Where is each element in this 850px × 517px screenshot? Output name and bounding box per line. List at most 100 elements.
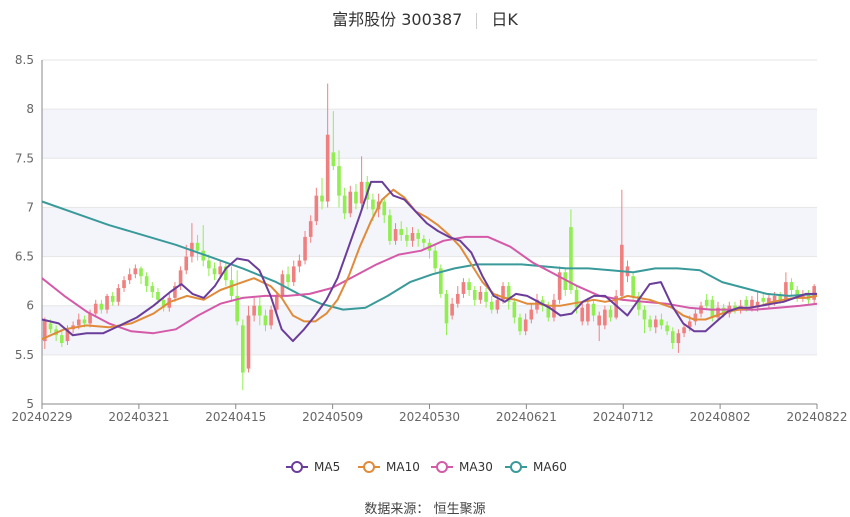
candle: [235, 270, 239, 326]
candle-body: [467, 282, 471, 290]
legend-item-ma10: MA10: [358, 460, 420, 474]
candle-body: [342, 195, 347, 214]
candle: [218, 260, 223, 279]
candle-body: [461, 282, 466, 294]
candle-body: [472, 289, 477, 300]
candle-body: [139, 268, 143, 277]
candle-body: [716, 307, 720, 318]
candle-body: [523, 319, 528, 332]
candle-body: [704, 299, 709, 306]
candle: [716, 301, 720, 322]
source-name: 恒生聚源: [433, 502, 486, 517]
candle: [665, 321, 669, 336]
y-tick-label: 8.5: [15, 53, 34, 67]
candle-body: [65, 329, 70, 342]
x-tick-label: 20240802: [690, 410, 751, 424]
source-label: 数据来源：: [364, 502, 430, 517]
candle: [337, 150, 341, 208]
candle-body: [608, 309, 613, 318]
candle-body: [489, 301, 494, 310]
candle-body: [665, 325, 669, 332]
candle-body: [235, 295, 239, 322]
legend-marker: [363, 461, 375, 473]
candle: [455, 286, 460, 308]
candle: [122, 276, 126, 292]
candle-body: [359, 181, 364, 204]
candle-body: [291, 266, 296, 283]
candle: [450, 297, 454, 320]
candle-body: [450, 303, 454, 316]
candle: [382, 197, 387, 224]
candle-body: [331, 152, 336, 167]
candle-body: [591, 303, 596, 316]
candle: [484, 288, 488, 308]
legend-label: MA10: [386, 460, 420, 474]
candle-body: [371, 199, 375, 210]
legend-marker: [291, 461, 303, 473]
candle-body: [212, 268, 217, 275]
candle-body: [263, 315, 268, 326]
candle: [348, 185, 353, 218]
candle: [648, 315, 652, 332]
candle-body: [241, 325, 245, 373]
candle: [297, 254, 302, 273]
grid-band: [42, 109, 817, 159]
candle: [257, 295, 262, 326]
legend-item-ma60: MA60: [505, 460, 567, 474]
candle-body: [750, 299, 754, 308]
candle: [59, 331, 64, 347]
candle-body: [150, 286, 155, 292]
candle: [529, 303, 534, 324]
candle: [291, 260, 296, 287]
legend-label: MA5: [314, 460, 340, 474]
candle-body: [546, 305, 551, 318]
y-tick-label: 5: [26, 397, 34, 411]
data-source: 数据来源： 恒生聚源: [0, 498, 850, 517]
candle: [399, 221, 404, 241]
candles-group: [43, 83, 816, 391]
candle: [733, 301, 737, 314]
candle: [631, 272, 635, 300]
candle-body: [48, 323, 53, 330]
candle: [325, 83, 330, 208]
candle: [410, 227, 415, 247]
candle-body: [784, 282, 788, 300]
y-tick-label: 7: [26, 200, 34, 214]
candle-body: [586, 303, 590, 322]
candle: [659, 313, 664, 330]
candle-body: [76, 319, 81, 326]
legend-label: MA60: [533, 460, 567, 474]
candle-body: [518, 317, 522, 332]
candle-body: [286, 274, 290, 283]
candle-body: [393, 229, 398, 241]
candle-body: [246, 315, 251, 369]
candle: [472, 286, 477, 306]
kline-chart: 5 5.5 6 6.5 7 7.5 8 8.5 20240229 20240321 20240415…: [11, 53, 847, 474]
candle-body: [110, 295, 115, 302]
candle: [676, 329, 681, 353]
candle: [557, 266, 562, 304]
candle: [597, 311, 602, 342]
candle-body: [405, 234, 409, 241]
candle: [422, 234, 426, 249]
x-tick-label: 20240229: [11, 410, 72, 424]
candle-body: [597, 315, 602, 326]
candle-body: [82, 319, 87, 324]
stock-name: 富邦股份 300387: [332, 10, 463, 29]
x-tick-label: 20240415: [205, 410, 266, 424]
candle-body: [201, 250, 206, 261]
candle-body: [156, 291, 160, 300]
candle: [784, 272, 788, 302]
candle-body: [670, 331, 675, 344]
candle-body: [569, 227, 573, 290]
candle: [110, 291, 115, 306]
candle: [195, 234, 200, 261]
candle-body: [580, 307, 585, 322]
candle-body: [676, 333, 681, 344]
candle: [184, 244, 189, 275]
candle: [608, 305, 613, 322]
candle: [127, 268, 132, 285]
candle-body: [733, 305, 737, 310]
candle: [767, 293, 771, 308]
candle-body: [161, 299, 166, 308]
